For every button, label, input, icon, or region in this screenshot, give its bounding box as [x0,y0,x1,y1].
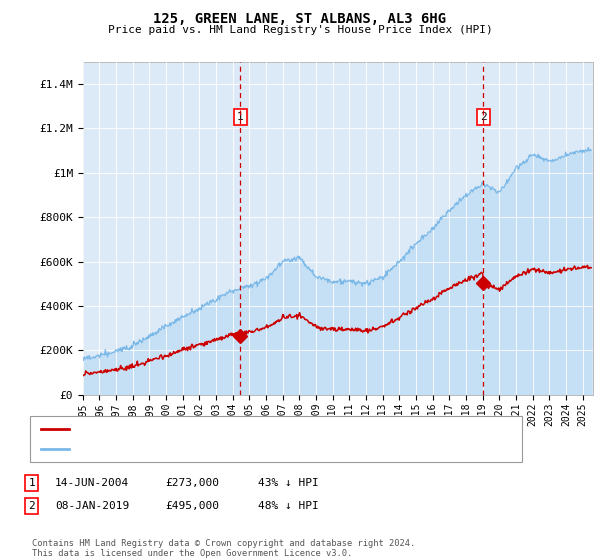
Text: 125, GREEN LANE, ST ALBANS, AL3 6HG: 125, GREEN LANE, ST ALBANS, AL3 6HG [154,12,446,26]
Text: 125, GREEN LANE, ST ALBANS, AL3 6HG (detached house): 125, GREEN LANE, ST ALBANS, AL3 6HG (det… [75,424,387,434]
Text: Contains HM Land Registry data © Crown copyright and database right 2024.
This d: Contains HM Land Registry data © Crown c… [32,539,415,558]
Text: HPI: Average price, detached house, St Albans: HPI: Average price, detached house, St A… [75,444,345,454]
Text: 43% ↓ HPI: 43% ↓ HPI [258,478,319,488]
Text: 2: 2 [28,501,35,511]
Text: 48% ↓ HPI: 48% ↓ HPI [258,501,319,511]
Text: 08-JAN-2019: 08-JAN-2019 [55,501,130,511]
Text: Price paid vs. HM Land Registry's House Price Index (HPI): Price paid vs. HM Land Registry's House … [107,25,493,35]
Text: 14-JUN-2004: 14-JUN-2004 [55,478,130,488]
Text: 1: 1 [237,112,244,122]
Text: 1: 1 [28,478,35,488]
Text: 2: 2 [480,112,487,122]
Text: £495,000: £495,000 [165,501,219,511]
Text: £273,000: £273,000 [165,478,219,488]
